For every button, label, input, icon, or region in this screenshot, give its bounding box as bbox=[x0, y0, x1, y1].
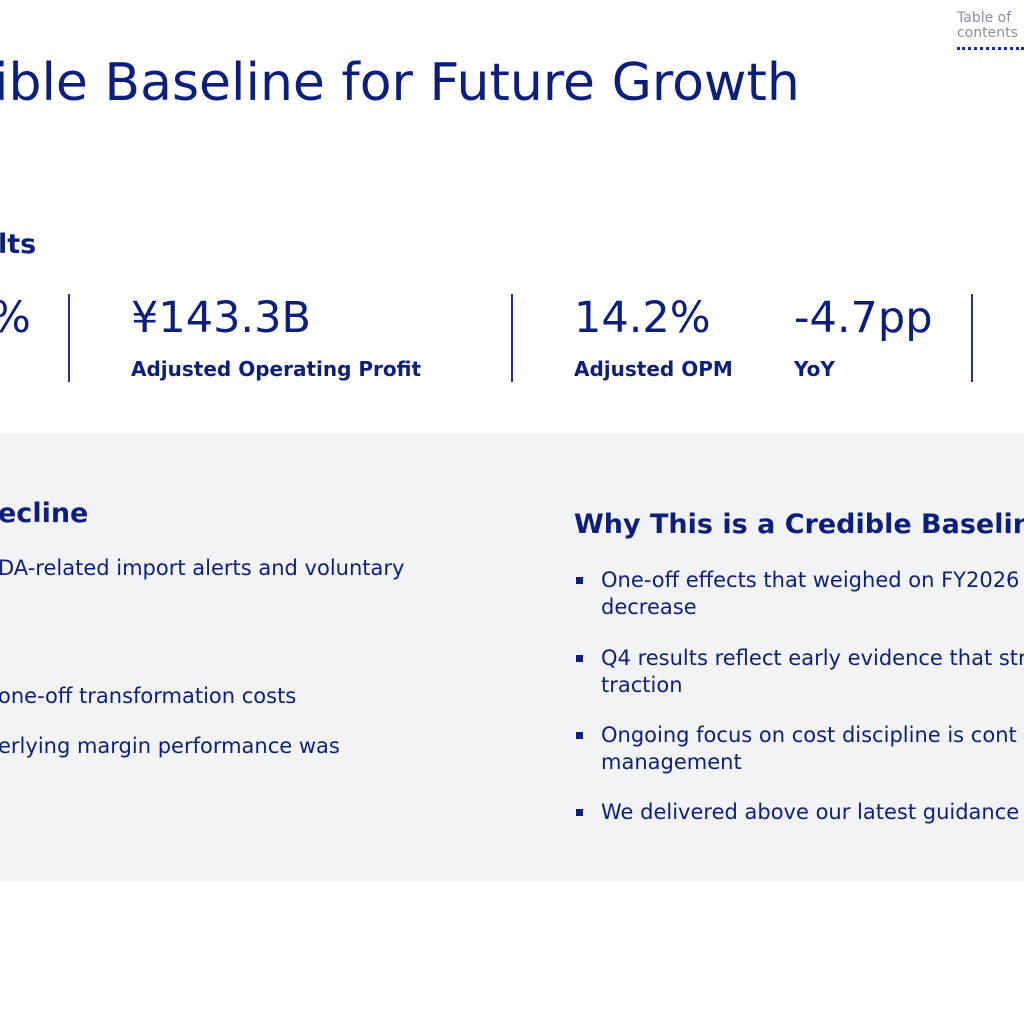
results-heading: lts bbox=[0, 229, 37, 260]
kpi-divider bbox=[971, 294, 973, 382]
decline-bullet-2: one-off transformation costs bbox=[0, 684, 297, 708]
kpi-value-yoy-change: -4.7pp bbox=[794, 293, 933, 343]
baseline-bullet-4-line-1: We delivered above our latest guidance bbox=[601, 800, 1020, 824]
kpi-value-adjusted-operating-profit: ¥143.3B bbox=[131, 293, 311, 343]
kpi-value-revenue-change: % bbox=[0, 292, 31, 344]
kpi-label-adjusted-operating-profit: Adjusted Operating Profit bbox=[131, 357, 422, 381]
baseline-bullet-2-line-2: traction bbox=[601, 673, 683, 697]
bullet-square-icon bbox=[576, 809, 583, 816]
toc-label-line-1: Table of bbox=[957, 10, 1012, 26]
baseline-bullet-1-line-1: One-off effects that weighed on FY2026 bbox=[601, 568, 1020, 592]
bullet-square-icon bbox=[576, 732, 583, 739]
details-panel: ecline DA-related import alerts and volu… bbox=[0, 433, 1024, 881]
decline-heading: ecline bbox=[0, 498, 89, 529]
toc-dotted-underline bbox=[957, 47, 1024, 50]
baseline-bullet-3-line-1: Ongoing focus on cost discipline is cont bbox=[601, 723, 1017, 747]
credible-baseline-heading: Why This is a Credible Baseline bbox=[574, 509, 1024, 540]
baseline-bullet-3-line-2: management bbox=[601, 750, 742, 774]
kpi-divider bbox=[511, 294, 513, 382]
page-title: ible Baseline for Future Growth bbox=[0, 53, 800, 113]
bullet-square-icon bbox=[576, 655, 583, 662]
kpi-divider bbox=[68, 294, 70, 382]
toc-label-line-2: contents bbox=[957, 25, 1018, 41]
kpi-label-yoy: YoY bbox=[794, 357, 835, 381]
table-of-contents-link[interactable]: Table of contents bbox=[957, 11, 1018, 41]
kpi-label-adjusted-opm: Adjusted OPM bbox=[574, 357, 733, 381]
kpi-value-adjusted-opm: 14.2% bbox=[574, 293, 711, 343]
baseline-bullet-2-line-1: Q4 results reflect early evidence that s… bbox=[601, 646, 1024, 670]
decline-bullet-1: DA-related import alerts and voluntary bbox=[0, 556, 405, 580]
bullet-square-icon bbox=[576, 577, 583, 584]
baseline-bullet-1-line-2: decrease bbox=[601, 595, 697, 619]
decline-bullet-3: erlying margin performance was bbox=[0, 734, 340, 758]
